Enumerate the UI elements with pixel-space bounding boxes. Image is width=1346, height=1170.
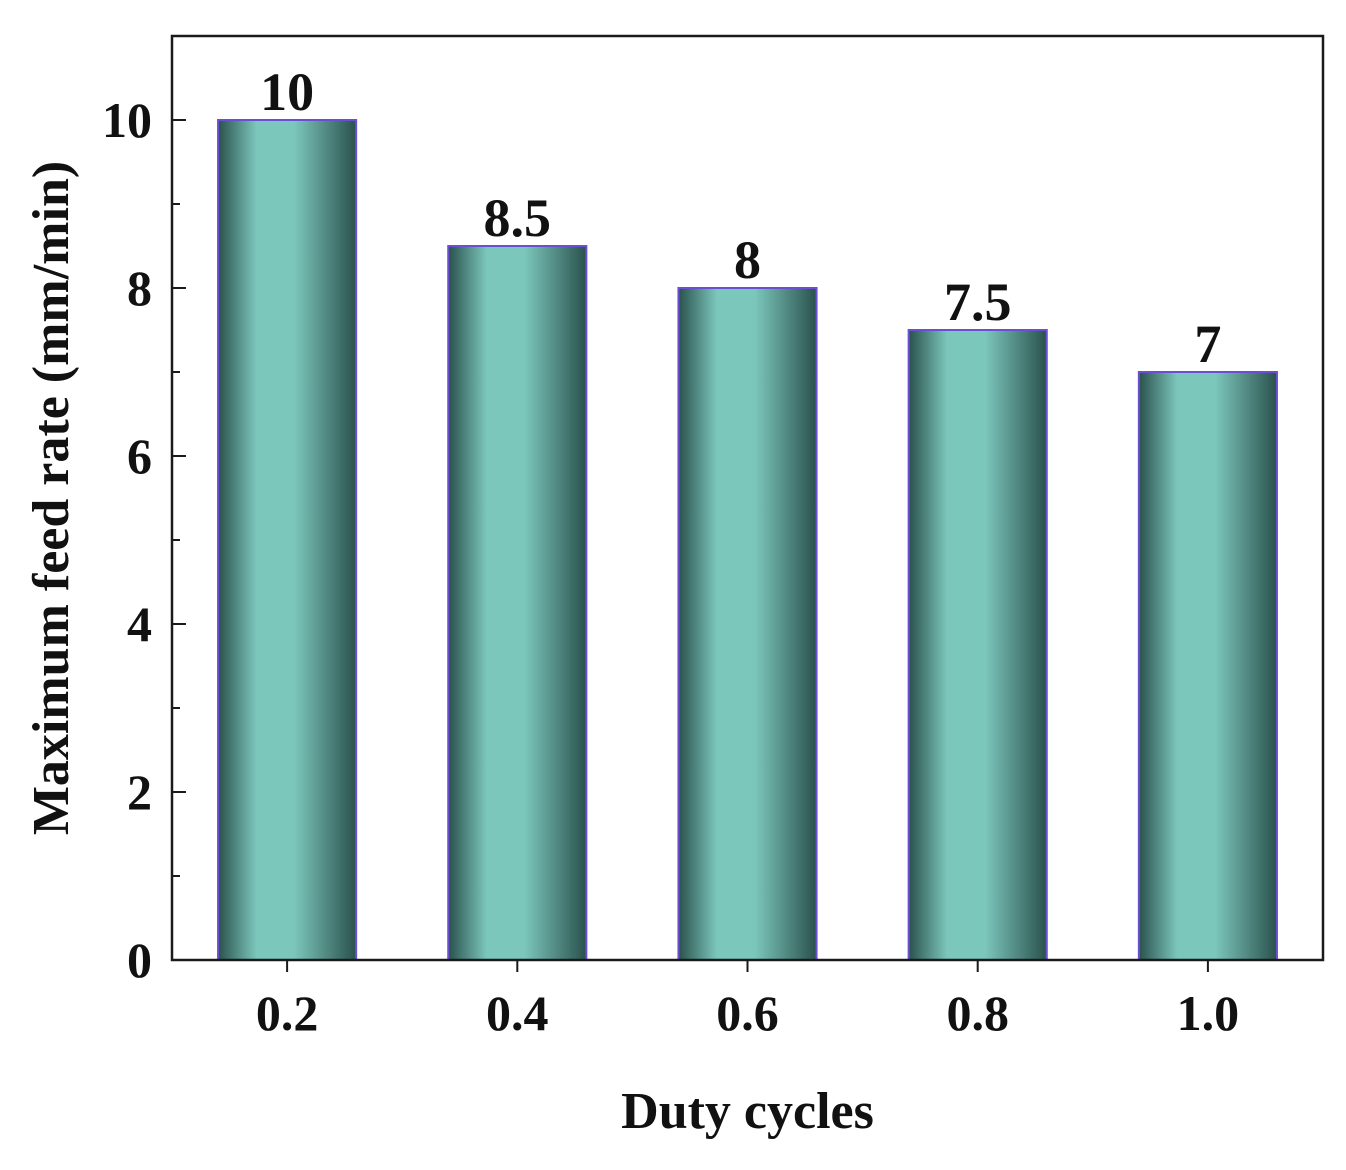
y-tick-label-6: 6	[127, 428, 152, 484]
bars	[217, 119, 1278, 961]
x-tick-label-0.6: 0.6	[716, 985, 779, 1041]
y-tick-label-0: 0	[127, 932, 152, 988]
bar-0.4	[447, 245, 588, 961]
x-tick-label-0.8: 0.8	[946, 985, 1009, 1041]
bar-0.8	[907, 329, 1048, 961]
y-tick-label-10: 10	[102, 92, 152, 148]
y-tick-label-8: 8	[127, 260, 152, 316]
y-tick-label-4: 4	[127, 596, 152, 652]
bar-0.2	[217, 119, 358, 961]
data-label-1.0: 7	[1194, 314, 1221, 374]
x-tick-label-0.4: 0.4	[486, 985, 549, 1041]
data-label-0.8: 7.5	[944, 272, 1012, 332]
y-tick-label-2: 2	[127, 764, 152, 820]
data-label-0.6: 8	[734, 230, 761, 290]
x-axis-title: Duty cycles	[621, 1083, 874, 1140]
data-label-0.2: 10	[260, 62, 314, 122]
axis-ticks: 0.2 0.4 0.6 0.8 1.0 0 2 4 6 8 10	[102, 92, 1239, 1041]
plot-frame	[170, 34, 1325, 962]
bar-0.6	[677, 287, 818, 961]
data-label-0.4: 8.5	[484, 188, 552, 248]
y-axis-title: Maximum feed rate (mm/min)	[23, 161, 80, 835]
x-tick-label-0.2: 0.2	[256, 985, 319, 1041]
bar-1.0	[1137, 371, 1278, 961]
data-labels: 10 8.5 8 7.5 7	[260, 62, 1221, 374]
x-tick-label-1.0: 1.0	[1177, 985, 1240, 1041]
